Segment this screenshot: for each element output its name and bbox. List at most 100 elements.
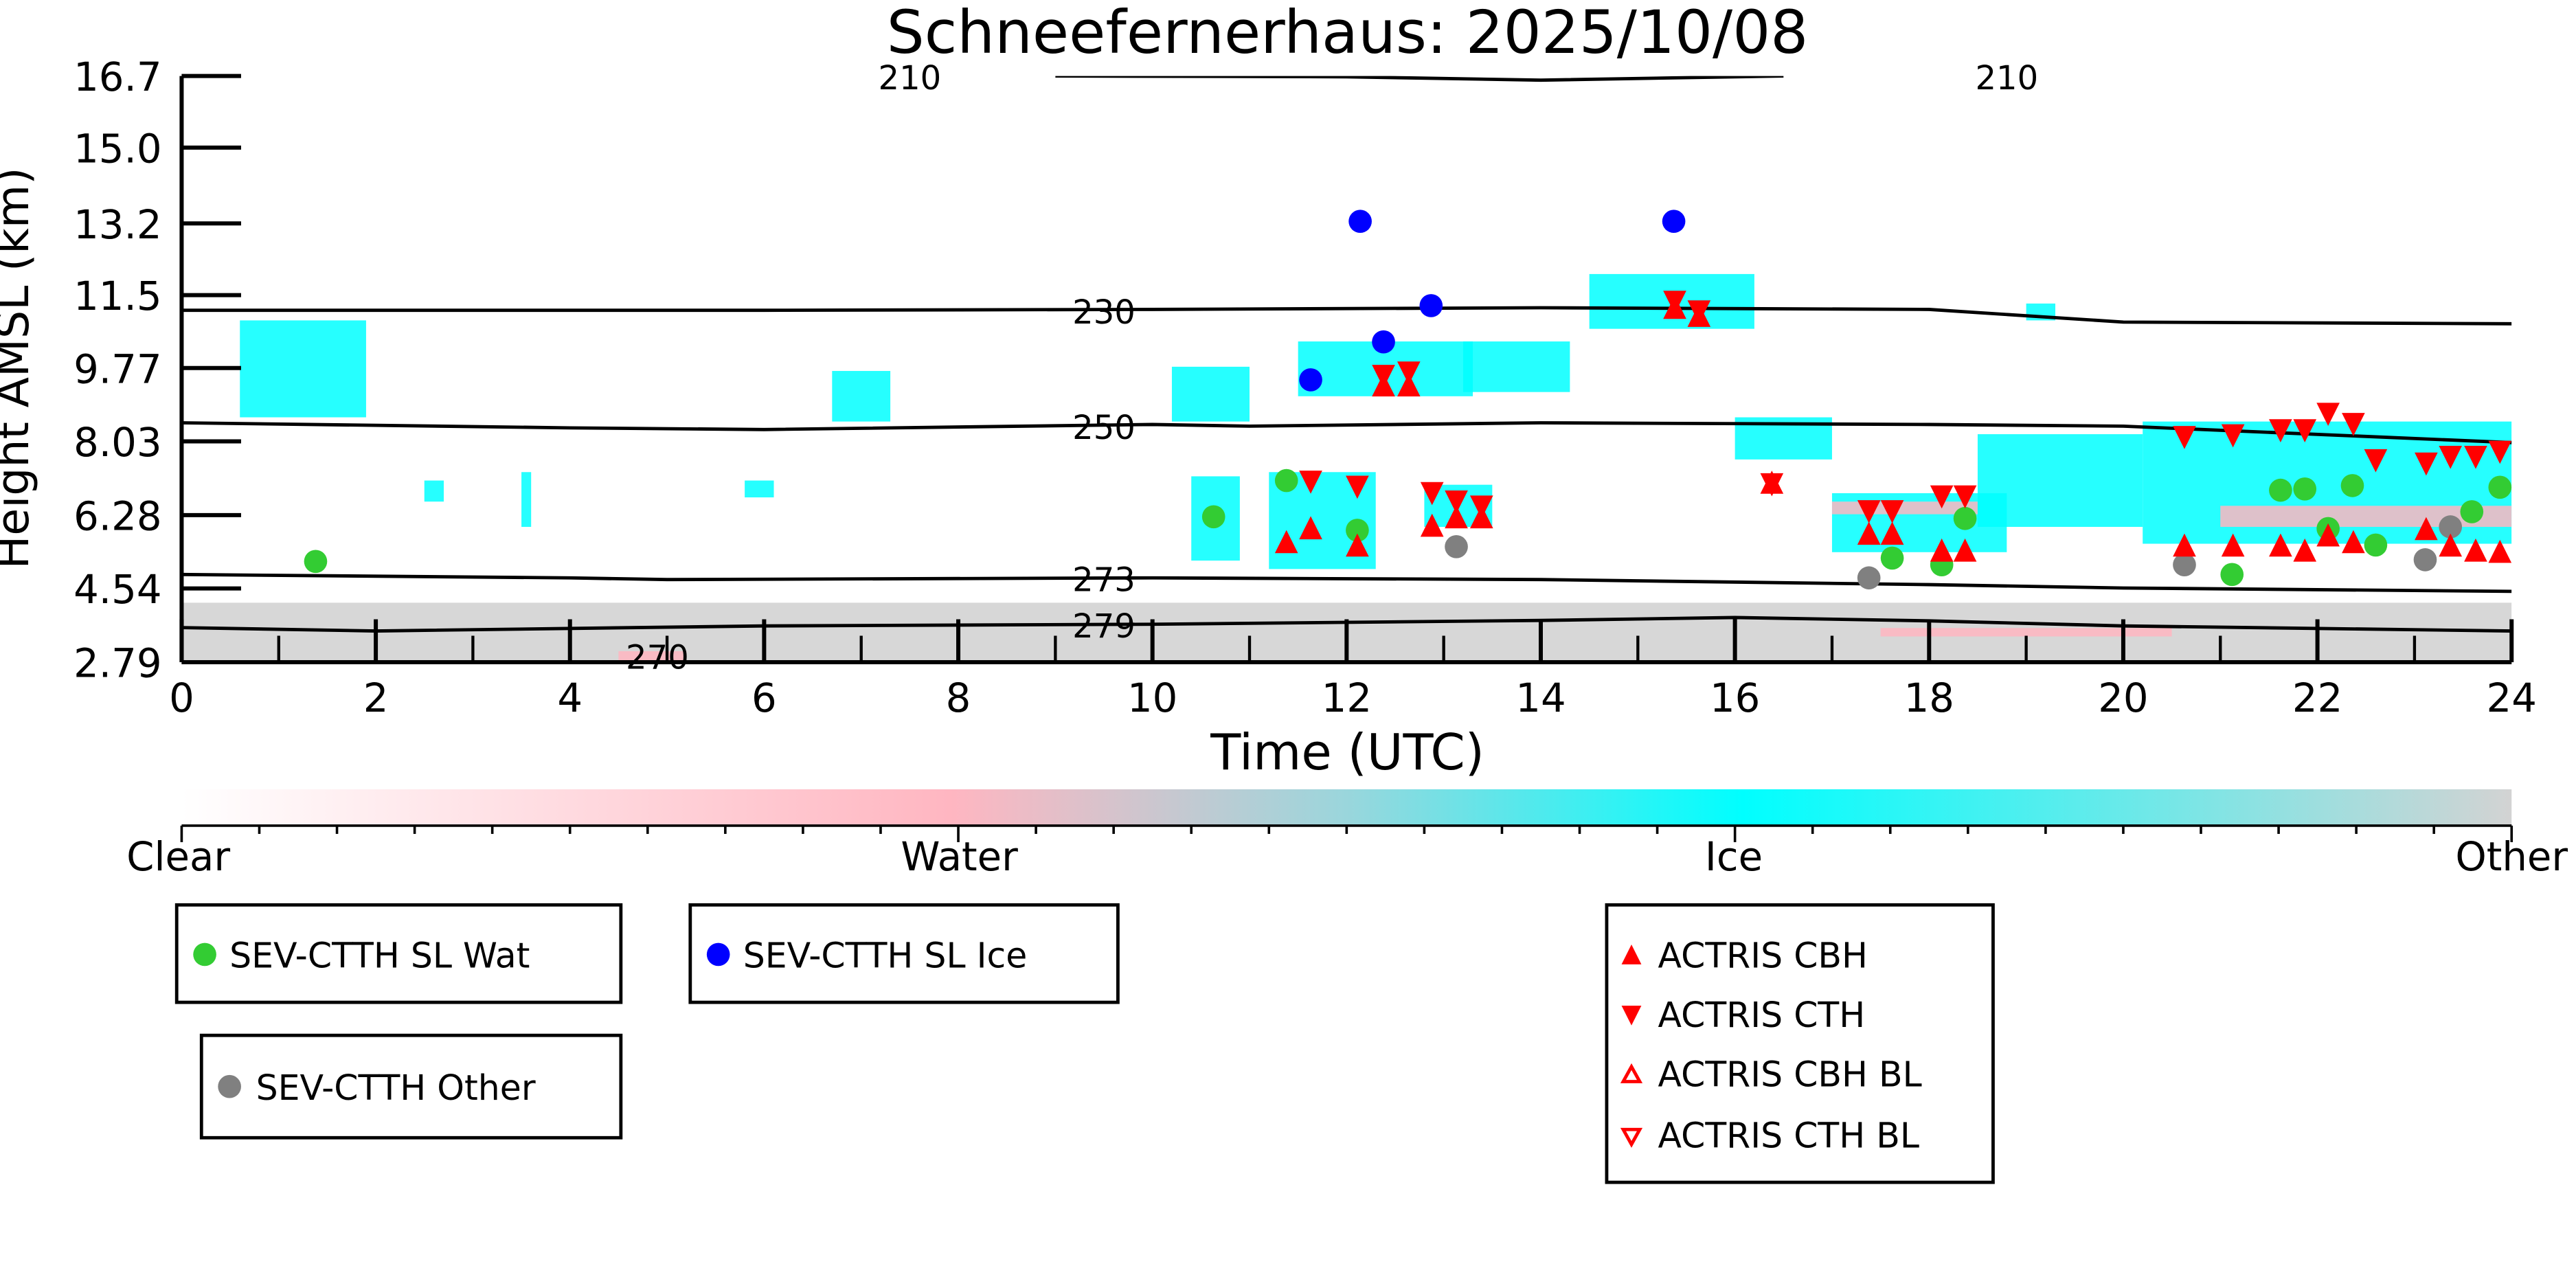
legend-sev-ice: SEV-CTTH SL Ice: [688, 903, 1120, 1004]
data-point-actris-cbh: [1880, 521, 1904, 545]
data-point-actris-cbh: [2439, 533, 2463, 557]
data-point-actris-cth: [1420, 482, 1444, 506]
cloud-patch-ice: [1977, 434, 2143, 528]
cloud-patch-water: [618, 651, 687, 662]
x-tick-label: 2: [363, 675, 389, 721]
colorbar-label-other: Other: [2455, 833, 2568, 880]
data-point-actris-cbh: [2173, 533, 2196, 557]
chart-title: Schneefernerhaus: 2025/10/08: [887, 0, 1808, 67]
cloud-patch-ice: [1462, 341, 1570, 392]
data-point-actris-cth: [1687, 300, 1711, 324]
data-point-actris-cbh: [1346, 533, 1369, 557]
isotherm-label: 273: [1072, 561, 1136, 599]
legend-sev-other: SEV-CTTH Other: [199, 1033, 623, 1140]
data-point-actris-cbh: [2221, 533, 2245, 557]
y-tick-label: 6.28: [74, 493, 161, 539]
data-point-actris-cbh: [1299, 516, 1322, 540]
legend-triangle-up-icon: [1621, 945, 1642, 964]
x-tick-label: 24: [2487, 675, 2537, 721]
data-point-sev-ctth-sl-ice: [1372, 330, 1395, 354]
x-tick-label: 22: [2292, 675, 2342, 721]
data-point-actris-cth: [1880, 500, 1904, 523]
data-point-actris-cbh: [1397, 373, 1421, 397]
x-tick-label: 10: [1127, 675, 1177, 721]
legend-label: ACTRIS CTH BL: [1658, 1116, 1919, 1156]
isotherm-line-210: [1055, 76, 1784, 82]
data-point-actris-cth: [1760, 473, 1784, 497]
isotherm-label: 210: [878, 59, 941, 98]
y-tick-label: 4.54: [74, 566, 161, 613]
cloud-patch-ice: [240, 320, 366, 418]
cloud-patch-water: [1880, 628, 2172, 637]
data-point-actris-cth: [1469, 495, 1493, 519]
data-point-actris-cth: [2269, 419, 2292, 442]
x-tick-label: 18: [1904, 675, 1954, 721]
data-point-actris-cth: [1445, 490, 1468, 514]
isotherm-labels: 210 230 250 273 279 270 210: [626, 59, 2038, 677]
x-axis-label: Time (UTC): [1210, 724, 1484, 782]
data-point-actris-cth: [2316, 403, 2340, 427]
data-point-sev-ctth-sl-wat: [1880, 546, 1904, 570]
data-point-actris-cth: [2221, 424, 2245, 448]
data-point-actris-cth: [2415, 452, 2438, 476]
y-tick-label: 16.7: [74, 54, 161, 100]
legend-green-circle-icon: [193, 942, 216, 967]
y-tick-label: 9.77: [74, 346, 161, 392]
data-point-actris-cbh: [2342, 530, 2365, 554]
data-point-sev-ctth-sl-ice: [1299, 368, 1322, 392]
colorbar-label-clear: Clear: [126, 833, 230, 880]
cloud-patch-ice: [745, 480, 774, 498]
data-point-sev-ctth-other: [1857, 566, 1881, 590]
data-point-actris-cth: [1299, 471, 1322, 494]
isotherm-label: 270: [626, 638, 689, 677]
colorbar-label-water: Water: [901, 833, 1018, 880]
isotherm-label: 210: [1975, 59, 2038, 98]
colorbar-gradient: [181, 789, 2512, 826]
legend-label: ACTRIS CTH: [1658, 995, 1865, 1035]
data-point-actris-cth: [1397, 361, 1421, 385]
markers: [304, 210, 2512, 590]
data-point-sev-ctth-sl-ice: [1348, 210, 1372, 234]
legend-blue-circle-icon: [706, 942, 730, 967]
data-point-actris-cth: [2342, 413, 2365, 436]
data-point-actris-cth: [2173, 426, 2196, 449]
y-tick-label: 13.2: [74, 201, 161, 248]
legend-triangle-up-open-icon: [1620, 1063, 1643, 1083]
legend-actris: ACTRIS CBH ACTRIS CTH ACTRIS CBH BL ACTR…: [1605, 903, 1995, 1184]
isotherm-line-273: [181, 572, 2512, 594]
x-tick-label: 8: [946, 675, 971, 721]
data-point-actris-cth: [2439, 445, 2463, 469]
legend-gray-circle-icon: [218, 1074, 241, 1098]
data-point-actris-cth: [2293, 419, 2317, 442]
data-point-actris-cbh: [1857, 521, 1881, 545]
legend-label: ACTRIS CBH BL: [1658, 1054, 1921, 1095]
y-tick-label: 11.5: [74, 273, 161, 319]
y-tick-label: 15.0: [74, 126, 161, 172]
y-tick-label: 8.03: [74, 419, 161, 466]
isotherm-label: 230: [1072, 293, 1136, 332]
data-point-actris-cbh: [2269, 533, 2292, 557]
data-point-actris-cth: [1953, 485, 1977, 509]
data-point-sev-ctth-sl-wat: [2340, 474, 2364, 497]
data-point-actris-cbh: [2488, 539, 2512, 563]
isotherm-line-230: [181, 306, 2512, 326]
data-point-actris-cbh: [2293, 538, 2317, 562]
data-point-sev-ctth-sl-ice: [1419, 294, 1443, 317]
legend-sev-wat: SEV-CTTH SL Wat: [174, 903, 623, 1004]
legend-label: SEV-CTTH Other: [256, 1067, 536, 1108]
x-tick-label: 12: [1322, 675, 1372, 721]
data-point-sev-ctth-other: [2413, 548, 2437, 572]
cloud-patch-ice: [1171, 366, 1250, 422]
data-point-actris-cth: [2488, 440, 2512, 464]
data-point-actris-cbh: [1930, 538, 1954, 562]
x-tick-label: 14: [1515, 675, 1566, 721]
x-tick-label: 16: [1710, 675, 1760, 721]
legend-triangle-down-icon: [1621, 1005, 1642, 1026]
data-point-actris-cbh: [1953, 538, 1977, 562]
data-point-actris-cth: [1857, 500, 1881, 523]
legend-triangle-down-open-icon: [1620, 1127, 1643, 1148]
data-point-sev-ctth-sl-wat: [2293, 477, 2317, 501]
cloud-patch-ice: [424, 480, 444, 502]
